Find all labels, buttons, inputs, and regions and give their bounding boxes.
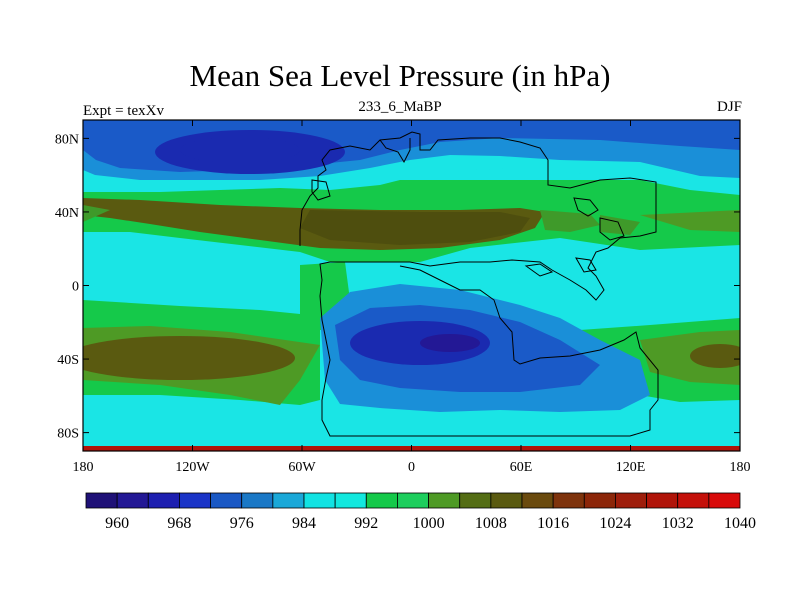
x-tick-label: 180 — [73, 460, 94, 475]
colorbar-label: 968 — [167, 515, 191, 532]
colorbar-swatch — [179, 492, 211, 509]
colorbar-label: 1008 — [475, 515, 507, 532]
colorbar-label: 1040 — [724, 515, 756, 532]
colorbar-swatch — [708, 492, 741, 509]
field-south-deep-core — [420, 334, 480, 352]
colorbar-label: 1016 — [537, 515, 569, 532]
y-tick-label: 40N — [55, 206, 79, 221]
continent-outline-arctic-islands — [311, 138, 625, 277]
season-label: DJF — [716, 99, 742, 115]
colorbar-swatch — [615, 492, 647, 509]
x-tick-label: 0 — [408, 460, 415, 475]
experiment-label: Expt = texXv — [83, 103, 164, 119]
colorbar: 960 968 976 984 992 1000 1008 1016 1024 1032 1040 — [85, 492, 756, 532]
colorbar-swatch — [583, 492, 616, 509]
colorbar-label: 1024 — [599, 515, 631, 532]
map-title: Mean Sea Level Pressure (in hPa) — [189, 58, 611, 93]
x-tick-label: 120E — [616, 460, 646, 475]
colorbar-swatch — [147, 492, 180, 509]
colorbar-swatch — [334, 492, 367, 509]
colorbar-label: 1032 — [662, 515, 694, 532]
y-tick-label: 40S — [57, 353, 79, 368]
field-polar-deep-core — [180, 137, 300, 163]
colorbar-swatch — [365, 492, 398, 509]
continent-outlines — [299, 131, 659, 437]
colorbar-label: 960 — [105, 515, 129, 532]
field-olive-south-core — [83, 336, 295, 380]
colorbar-swatch — [303, 492, 336, 509]
x-tick-label: 180 — [730, 460, 751, 475]
x-tick-label: 60E — [510, 460, 533, 475]
x-tick-label: 60W — [288, 460, 316, 475]
field-olive-northeast — [640, 210, 740, 232]
y-tick-label: 80S — [57, 427, 79, 442]
colorbar-swatch — [241, 492, 274, 509]
colorbar-label: 984 — [292, 515, 316, 532]
field-olive-southeast-core — [690, 344, 740, 368]
colorbar-swatch — [646, 492, 679, 509]
colorbar-label: 992 — [354, 515, 378, 532]
colorbar-swatch — [210, 492, 243, 509]
field-olive-north-dark — [300, 210, 530, 245]
colorbar-swatch — [85, 492, 118, 509]
axis-ticks: 80N 40N 0 40S 80S 180 120W 60W 0 60E 120E 180 — [55, 120, 751, 475]
colorbar-swatch — [552, 492, 585, 509]
colorbar-label: 976 — [230, 515, 254, 532]
run-label: 233_6_MaBP — [358, 99, 442, 115]
y-tick-label: 0 — [72, 280, 79, 295]
colorbar-label: 1000 — [413, 515, 445, 532]
continent-outline-main — [299, 131, 659, 437]
field-olive-southeast — [640, 330, 740, 385]
colorbar-swatch — [272, 492, 305, 509]
colorbar-swatch — [677, 492, 710, 509]
colorbar-swatch — [490, 492, 523, 509]
colorbar-swatch — [521, 492, 554, 509]
colorbar-swatch — [428, 492, 461, 509]
pressure-field — [83, 120, 740, 451]
colorbar-swatch — [116, 492, 149, 509]
colorbar-swatch — [397, 492, 429, 509]
x-tick-label: 120W — [175, 460, 210, 475]
y-tick-label: 80N — [55, 132, 79, 147]
colorbar-swatch — [459, 492, 492, 509]
